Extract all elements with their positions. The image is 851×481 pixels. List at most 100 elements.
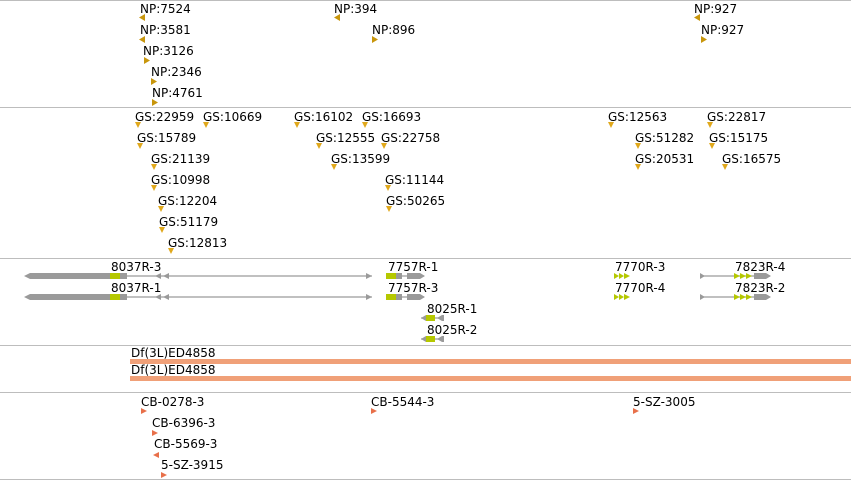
gene-label[interactable]: 8037R-3: [111, 260, 162, 274]
np-feature-label[interactable]: NP:2346: [151, 65, 202, 79]
deficiency-bar[interactable]: [130, 376, 851, 381]
gs-marker[interactable]: [135, 122, 141, 128]
gene-label[interactable]: 7757R-3: [388, 281, 439, 295]
gene-label[interactable]: 7770R-3: [615, 260, 666, 274]
gene-model-8025R-2[interactable]: [421, 336, 444, 342]
gs-marker[interactable]: [168, 248, 174, 254]
gs-marker[interactable]: [709, 143, 715, 149]
gs-marker[interactable]: [203, 122, 209, 128]
probe-marker[interactable]: [153, 452, 159, 458]
np-feature-label[interactable]: NP:896: [372, 23, 416, 37]
gs-track: [135, 122, 728, 254]
gs-marker[interactable]: [386, 206, 392, 212]
np-marker-left[interactable]: [139, 36, 145, 43]
gs-feature-label[interactable]: GS:12813: [168, 236, 228, 250]
gs-feature-label[interactable]: GS:16693: [362, 110, 422, 124]
gene-label[interactable]: 8025R-1: [427, 302, 478, 316]
gs-marker[interactable]: [635, 143, 641, 149]
gs-feature-label[interactable]: GS:22959: [135, 110, 195, 124]
probe-label[interactable]: 5-SZ-3005: [633, 395, 696, 409]
gs-marker[interactable]: [137, 143, 143, 149]
gene-label[interactable]: 7823R-2: [735, 281, 786, 295]
gs-feature-label[interactable]: GS:22817: [707, 110, 767, 124]
gs-marker[interactable]: [381, 143, 387, 149]
probe-label[interactable]: 5-SZ-3915: [161, 458, 224, 472]
np-feature-label[interactable]: NP:4761: [152, 86, 203, 100]
gs-marker[interactable]: [331, 164, 337, 170]
gs-feature-label[interactable]: GS:16575: [722, 152, 782, 166]
np-marker-left[interactable]: [334, 14, 340, 21]
gs-marker[interactable]: [707, 122, 713, 128]
deficiency-bar[interactable]: [130, 359, 851, 364]
gs-feature-label[interactable]: GS:13599: [331, 152, 391, 166]
gene-model-7757R-1[interactable]: [386, 273, 425, 279]
gs-feature-label[interactable]: GS:21139: [151, 152, 211, 166]
gs-marker[interactable]: [158, 206, 164, 212]
np-marker-right[interactable]: [701, 36, 707, 43]
gs-feature-label[interactable]: GS:12204: [158, 194, 218, 208]
gs-feature-label[interactable]: GS:11144: [385, 173, 445, 187]
gene-track: [24, 273, 771, 342]
probe-label[interactable]: CB-5544-3: [371, 395, 435, 409]
np-marker-left[interactable]: [139, 14, 145, 21]
np-feature-label[interactable]: NP:394: [334, 2, 378, 16]
gene-model-7770R-4[interactable]: [614, 294, 630, 300]
gene-model-8037R-1[interactable]: [24, 294, 372, 300]
gs-marker[interactable]: [294, 122, 300, 128]
gene-model-8025R-1[interactable]: [421, 315, 444, 321]
gs-marker[interactable]: [722, 164, 728, 170]
gs-marker[interactable]: [362, 122, 368, 128]
gs-feature-label[interactable]: GS:20531: [635, 152, 695, 166]
np-feature-label[interactable]: NP:7524: [140, 2, 191, 16]
deficiency-label[interactable]: Df(3L)ED4858: [131, 346, 216, 360]
np-marker-right[interactable]: [372, 36, 378, 43]
gene-model-8037R-3[interactable]: [24, 273, 372, 279]
gs-feature-label[interactable]: GS:51282: [635, 131, 695, 145]
probe-marker[interactable]: [141, 408, 147, 414]
gs-feature-label[interactable]: GS:10669: [203, 110, 263, 124]
np-feature-label[interactable]: NP:927: [701, 23, 745, 37]
gene-label[interactable]: 7757R-1: [388, 260, 439, 274]
gs-feature-label[interactable]: GS:16102: [294, 110, 354, 124]
gene-label[interactable]: 7770R-4: [615, 281, 666, 295]
gene-model-7823R-4[interactable]: [700, 273, 771, 279]
probe-marker[interactable]: [633, 408, 639, 414]
np-feature-label[interactable]: NP:3126: [143, 44, 194, 58]
np-marker-right[interactable]: [151, 78, 157, 85]
gene-label[interactable]: 7823R-4: [735, 260, 786, 274]
gs-feature-label[interactable]: GS:15789: [137, 131, 197, 145]
gs-marker[interactable]: [316, 143, 322, 149]
gs-marker[interactable]: [151, 185, 157, 191]
gene-label[interactable]: 8037R-1: [111, 281, 162, 295]
gene-label[interactable]: 8025R-2: [427, 323, 478, 337]
probe-label[interactable]: CB-6396-3: [152, 416, 216, 430]
gene-model-7757R-3[interactable]: [386, 294, 425, 300]
gs-feature-label[interactable]: GS:50265: [386, 194, 446, 208]
gene-model-7823R-2[interactable]: [700, 294, 771, 300]
probe-marker[interactable]: [152, 430, 158, 436]
probe-marker[interactable]: [161, 472, 167, 478]
gs-marker[interactable]: [635, 164, 641, 170]
gs-feature-label[interactable]: GS:12563: [608, 110, 668, 124]
np-marker-right[interactable]: [144, 57, 150, 64]
gs-feature-label[interactable]: GS:12555: [316, 131, 376, 145]
gs-feature-label[interactable]: GS:15175: [709, 131, 769, 145]
np-marker-right[interactable]: [152, 99, 158, 106]
probe-marker[interactable]: [371, 408, 377, 414]
gs-feature-label[interactable]: GS:10998: [151, 173, 211, 187]
gs-marker[interactable]: [608, 122, 614, 128]
track-separator: [0, 479, 851, 480]
probe-label[interactable]: CB-0278-3: [141, 395, 205, 409]
np-feature-label[interactable]: NP:3581: [140, 23, 191, 37]
np-marker-left[interactable]: [694, 14, 700, 21]
gs-feature-label[interactable]: GS:22758: [381, 131, 441, 145]
gs-marker[interactable]: [159, 227, 165, 233]
probe-track: [141, 408, 639, 478]
gs-marker[interactable]: [385, 185, 391, 191]
gs-feature-label[interactable]: GS:51179: [159, 215, 219, 229]
gs-marker[interactable]: [151, 164, 157, 170]
np-feature-label[interactable]: NP:927: [694, 2, 738, 16]
gene-model-7770R-3[interactable]: [614, 273, 630, 279]
probe-label[interactable]: CB-5569-3: [154, 437, 218, 451]
deficiency-label[interactable]: Df(3L)ED4858: [131, 363, 216, 377]
